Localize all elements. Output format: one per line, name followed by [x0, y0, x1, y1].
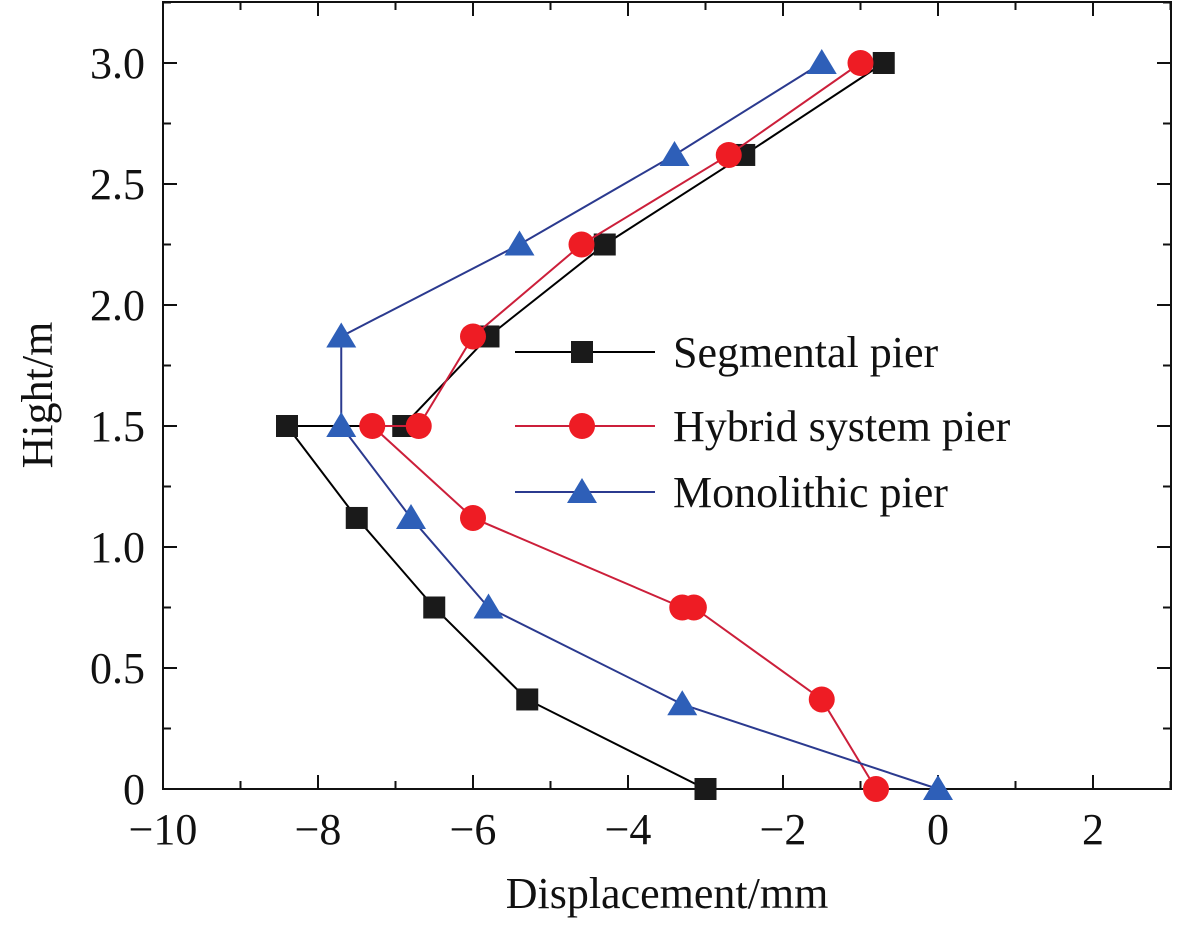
- y-axis-title: Hight/m: [13, 322, 62, 469]
- legend-marker: [571, 341, 593, 363]
- y-tick-label: 1.0: [90, 523, 145, 572]
- data-point: [806, 49, 837, 74]
- legend: Segmental pier Hybrid system pier Monolith…: [515, 328, 1011, 517]
- y-tick-label: 3.0: [90, 39, 145, 88]
- series-triangle: [326, 49, 953, 800]
- data-point: [694, 778, 717, 800]
- data-point: [504, 230, 535, 256]
- series-circle: [359, 50, 889, 802]
- data-point: [808, 686, 835, 713]
- data-point: [593, 233, 616, 256]
- x-tick-label: −2: [760, 805, 807, 854]
- legend-label: Segmental pier: [673, 328, 938, 377]
- x-axis-title: Displacement/mm: [506, 869, 829, 918]
- data-point: [473, 593, 504, 619]
- plot-frame: [162, 1, 1172, 790]
- legend-marker: [569, 413, 595, 439]
- x-tick-label: −10: [129, 805, 198, 854]
- x-tick-label: −4: [605, 805, 652, 854]
- x-axis-ticks: −10 −8 −6 −4 −2 0 2: [129, 2, 1172, 854]
- legend-marker: [567, 478, 597, 503]
- data-point: [516, 688, 539, 711]
- x-tick-label: −8: [295, 805, 342, 854]
- data-point: [872, 52, 895, 74]
- data-point: [396, 503, 426, 529]
- data-point: [659, 140, 690, 166]
- x-tick-label: 2: [1082, 805, 1104, 854]
- data-point: [460, 504, 486, 531]
- legend-item: Hybrid system pier: [515, 402, 1011, 451]
- data-point: [923, 775, 953, 800]
- data-point: [863, 776, 889, 802]
- data-point: [669, 594, 696, 621]
- data-point: [423, 596, 446, 619]
- data-point: [326, 322, 357, 348]
- y-tick-label: 1.5: [90, 402, 145, 451]
- legend-item: Monolithic pier: [515, 468, 948, 517]
- data-point: [460, 323, 486, 350]
- data-point: [276, 415, 298, 437]
- y-tick-label: 2.5: [90, 160, 145, 209]
- data-point: [359, 413, 386, 439]
- x-tick-label: −6: [450, 805, 497, 854]
- y-tick-label: 2.0: [90, 281, 145, 330]
- data-point: [667, 690, 698, 716]
- data-point: [405, 413, 432, 439]
- y-tick-label: 0: [123, 765, 145, 814]
- data-point: [568, 231, 595, 258]
- y-axis-ticks: 0 0.5 1.0 1.5 2.0 2.5 3.0: [90, 1, 1171, 814]
- legend-label: Hybrid system pier: [673, 402, 1011, 451]
- data-point: [847, 50, 874, 76]
- legend-label: Monolithic pier: [673, 468, 948, 517]
- x-tick-label: 0: [927, 805, 949, 854]
- legend-item: Segmental pier: [515, 328, 938, 377]
- series-layer: [276, 49, 953, 802]
- data-point: [715, 141, 742, 168]
- y-tick-label: 0.5: [90, 644, 145, 693]
- data-point: [326, 412, 357, 437]
- data-point: [345, 506, 368, 529]
